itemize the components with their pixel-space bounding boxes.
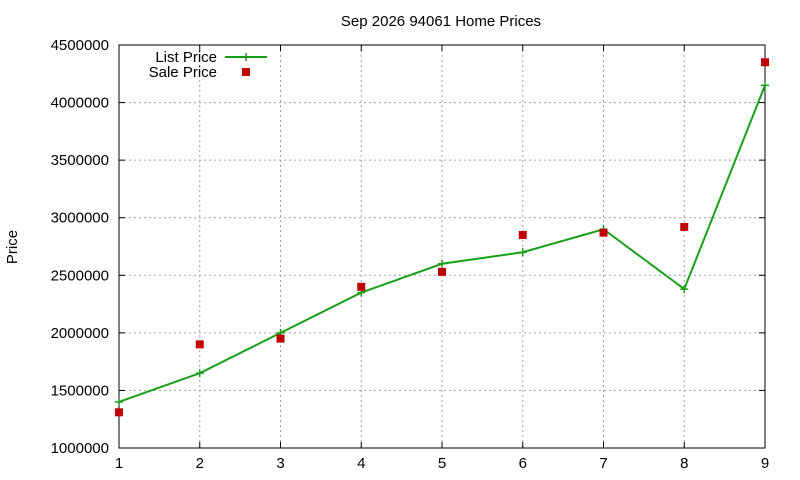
y-axis: 1000000 1500000 2000000 2500000 3000000 35000… (51, 37, 765, 457)
legend-label: Sale Price (149, 64, 217, 81)
list-price-line (118, 84, 766, 403)
sale-price-point (438, 267, 446, 276)
x-tick-label: 4 (357, 455, 365, 472)
legend-swatch-marker (242, 68, 250, 76)
list-price-point (438, 259, 446, 268)
grid (119, 45, 765, 448)
y-tick-label: 3500000 (51, 152, 109, 169)
y-tick-label: 1000000 (51, 440, 109, 457)
list-price-point (518, 248, 527, 257)
sale-price-point (276, 334, 285, 343)
x-tick-label: 5 (438, 455, 446, 472)
series-layer (115, 58, 769, 417)
y-tick-label: 1500000 (51, 382, 109, 399)
x-tick-label: 3 (276, 455, 284, 472)
sale-price-point (357, 282, 366, 291)
legend-swatch-marker (242, 53, 250, 61)
x-tick-label: 8 (680, 455, 688, 472)
x-tick-label: 2 (196, 455, 204, 472)
x-tick-label: 6 (519, 455, 527, 472)
x-tick-label: 9 (761, 455, 769, 472)
list-price-point (680, 285, 689, 294)
sale-price-point (599, 228, 608, 237)
y-tick-label: 2500000 (51, 267, 109, 284)
chart-title: Sep 2026 94061 Home Prices (341, 13, 541, 30)
sale-price-point (195, 340, 204, 349)
y-tick-label: 4500000 (51, 37, 109, 54)
y-tick-label: 2000000 (51, 325, 109, 342)
legend-label: List Price (155, 49, 217, 66)
x-axis: 1 2 3 4 5 6 7 8 9 (115, 45, 769, 472)
y-tick-label: 4000000 (51, 95, 109, 112)
sale-price-point (761, 58, 769, 67)
y-tick-label: 3000000 (51, 210, 109, 227)
list-price-point (761, 81, 769, 90)
y-axis-label: Price (4, 230, 21, 264)
x-tick-label: 7 (599, 455, 607, 472)
list-price-point (195, 369, 204, 378)
sale-price-point (518, 230, 527, 239)
sale-price-point (115, 408, 123, 417)
x-tick-label: 1 (115, 455, 123, 472)
sale-price-point (680, 222, 689, 231)
list-price-point (115, 397, 123, 406)
